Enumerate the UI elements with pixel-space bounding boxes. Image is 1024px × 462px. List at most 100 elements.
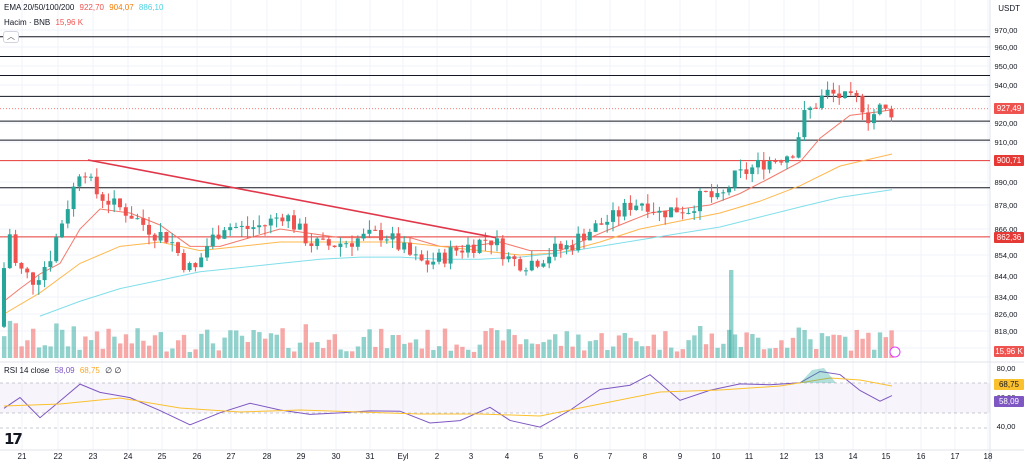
volume-bar — [2, 336, 7, 358]
time-tick-label: 4 — [505, 452, 510, 461]
candle — [477, 238, 482, 254]
candle-body — [738, 169, 743, 171]
candle — [877, 103, 882, 116]
candle-body — [854, 92, 859, 96]
volume-bar — [309, 342, 314, 358]
time-tick-label: 6 — [574, 452, 579, 461]
volume-bar — [263, 338, 268, 358]
time-tick-label: 13 — [815, 452, 824, 461]
candle-body — [773, 161, 778, 163]
candle — [60, 220, 64, 239]
volume-bar — [814, 349, 819, 358]
candle-body — [500, 238, 505, 260]
volume-bar — [889, 330, 894, 358]
candle — [321, 232, 325, 241]
candle — [535, 259, 540, 269]
candle — [164, 231, 169, 244]
candle — [350, 235, 354, 256]
volume-bar — [767, 348, 772, 358]
lightning-icon — [889, 346, 901, 358]
volume-bar — [373, 346, 378, 358]
candle-body — [19, 262, 24, 269]
volume-bar — [36, 347, 42, 358]
candle — [814, 103, 818, 109]
volume-bar — [408, 342, 413, 358]
time-tick-label: 30 — [332, 452, 341, 461]
volume-bar — [286, 347, 291, 358]
volume-bar — [860, 338, 865, 358]
time-tick-label: 21 — [18, 452, 27, 461]
time-tick-label: 23 — [89, 452, 98, 461]
candle — [634, 199, 639, 211]
volume-bar — [622, 333, 627, 358]
candle-body — [837, 93, 842, 98]
volume-bar — [199, 333, 204, 358]
ema50-line — [3, 153, 893, 315]
volume-bar — [239, 335, 245, 358]
candle-body — [564, 245, 569, 250]
candle-body — [819, 95, 824, 109]
candle — [547, 247, 552, 269]
volume-bar — [448, 350, 453, 358]
time-tick-label: 11 — [745, 452, 754, 461]
candle — [860, 93, 865, 121]
time-tick-label: 24 — [124, 452, 133, 461]
candle — [402, 236, 407, 254]
volume-bar — [692, 335, 697, 358]
candle-body — [506, 256, 511, 260]
candle-body — [309, 243, 314, 247]
volume-bar — [837, 335, 842, 358]
candle-body — [477, 239, 482, 253]
candle-body — [216, 234, 221, 239]
candle-body — [135, 218, 140, 220]
candle — [65, 200, 70, 229]
candle — [837, 85, 842, 105]
candle — [466, 237, 470, 258]
volume-bar — [471, 351, 477, 358]
tradingview-logo-icon[interactable]: 𝟭𝟳 — [4, 431, 23, 448]
candle — [663, 210, 668, 225]
candle — [872, 109, 876, 130]
candle-body — [767, 161, 772, 170]
candle-body — [872, 114, 876, 124]
candle-body — [286, 215, 291, 222]
chevron-up-icon[interactable]: ︿ — [3, 31, 19, 43]
volume-bar — [141, 340, 146, 358]
candle — [802, 100, 807, 142]
candle — [460, 244, 465, 259]
candle — [738, 159, 743, 179]
candle-body — [274, 217, 279, 219]
candle-body — [25, 268, 30, 273]
volume-bar — [848, 350, 854, 358]
currency-label[interactable]: USDT — [998, 4, 1020, 13]
volume-bar — [152, 335, 158, 358]
candle — [245, 216, 250, 239]
ema-legend[interactable]: EMA 20/50/100/200 922,70 904,07 886,10 — [4, 3, 166, 12]
candle — [89, 173, 93, 182]
candle-body — [2, 268, 6, 327]
volume-bar — [808, 339, 813, 358]
volume-label: Hacim · BNB — [4, 18, 51, 27]
volume-bar — [321, 348, 326, 358]
rsi-legend[interactable]: RSI 14 close 58,09 68,75 ∅ ∅ — [4, 366, 124, 375]
candle-body — [698, 190, 702, 212]
level-862-tag: 862,36 — [994, 232, 1024, 243]
candle — [408, 236, 412, 257]
price-tick-label: 940,00 — [995, 81, 1018, 90]
candle-body — [361, 233, 366, 239]
candle — [645, 194, 650, 219]
volume-bar — [355, 346, 361, 358]
volume-legend[interactable]: Hacim · BNB 15,96 K — [4, 18, 86, 27]
candle-body — [605, 221, 610, 225]
volume-bar — [634, 341, 639, 358]
volume-bar — [779, 340, 784, 358]
candle-body — [419, 254, 424, 261]
volume-bar — [489, 328, 494, 358]
candle-body — [651, 211, 656, 213]
candle — [210, 227, 215, 250]
candle — [187, 261, 192, 272]
volume-bar — [466, 349, 471, 358]
time-tick-label: 8 — [643, 452, 648, 461]
candle — [292, 209, 296, 234]
